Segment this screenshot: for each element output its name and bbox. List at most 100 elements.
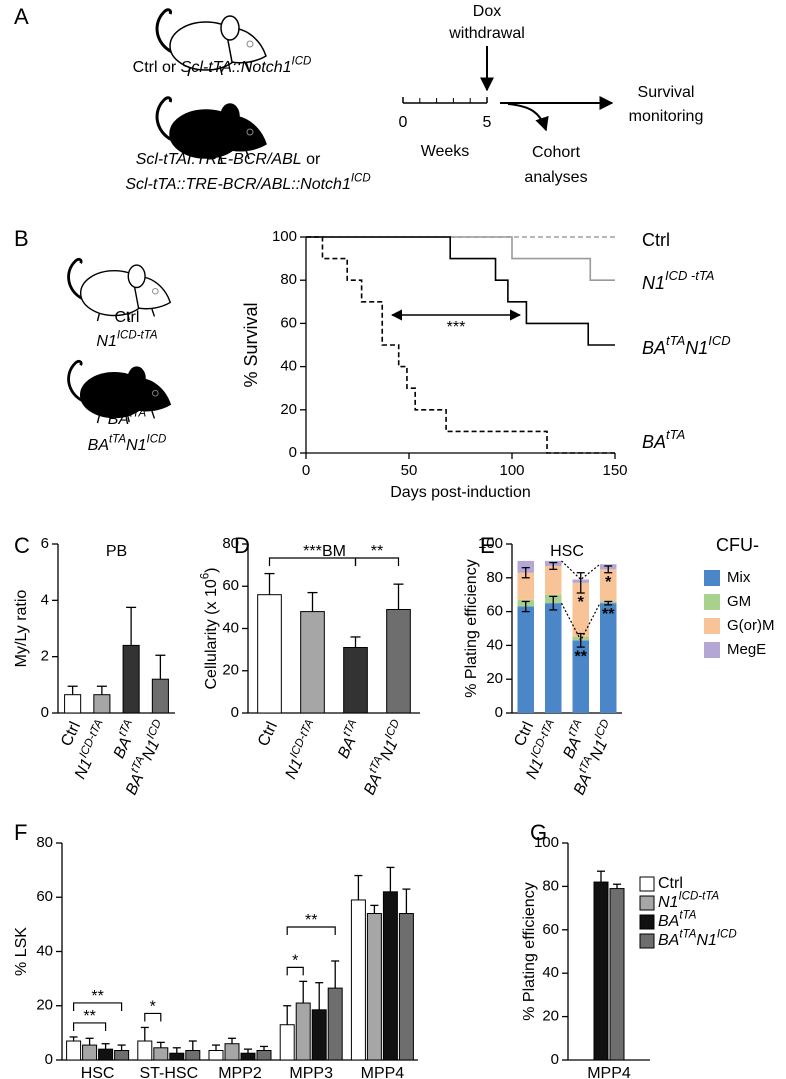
text-part: BA	[111, 735, 135, 762]
bar	[398, 913, 414, 1061]
x-tick-label: MPP2	[218, 1065, 262, 1079]
bar	[366, 913, 382, 1061]
legend-swatch	[704, 570, 720, 586]
x-tick-label: HSC	[81, 1065, 115, 1079]
text-part: BA	[561, 735, 585, 762]
annotation: **	[575, 648, 588, 665]
y-tick-label: 40	[36, 942, 53, 959]
y-tick-label: 4	[41, 591, 49, 608]
text-part: Scl-tTA::TRE-BCR/ABL::Notch1	[125, 176, 351, 193]
x-tick-label: 150	[602, 462, 627, 479]
bar	[240, 1052, 256, 1061]
x-tick-label: 0	[302, 462, 310, 479]
survival-curve	[306, 236, 615, 346]
legend-swatch	[704, 618, 720, 634]
outcome-label: Cohort	[532, 144, 581, 161]
text-part: N1	[696, 932, 716, 949]
panel-letter: B	[14, 226, 29, 251]
text-part: tTA	[666, 333, 685, 348]
text-part: ICD	[147, 434, 167, 446]
legend-label: Ctrl	[658, 875, 683, 892]
y-tick-label: 20	[36, 997, 53, 1014]
legend-label: Ctrl	[642, 230, 670, 250]
survival-curve	[306, 236, 615, 281]
significance-bracket	[73, 1022, 107, 1031]
x-tick-label: 50	[401, 462, 418, 479]
x-tick-label: Ctrl	[255, 719, 281, 749]
legend-swatch	[639, 895, 655, 911]
text-part: BA	[335, 735, 359, 762]
outcome-label: analyses	[524, 169, 587, 186]
y-tick-label: 20	[486, 670, 503, 687]
x-tick-label: BAtTA	[332, 718, 367, 762]
bar	[343, 647, 368, 714]
legend-swatch	[639, 933, 655, 949]
y-tick-label: 80	[486, 569, 503, 586]
bar	[279, 1024, 295, 1061]
dox-label: Dox	[473, 3, 501, 20]
connector	[560, 602, 601, 642]
bar	[300, 611, 325, 714]
bar-segment	[545, 603, 562, 713]
outcome-label: monitoring	[629, 108, 704, 125]
tick-label: 5	[483, 114, 492, 131]
annotation: *	[578, 594, 585, 611]
bar-segment	[600, 569, 617, 602]
y-tick-label: 60	[36, 888, 53, 905]
bar	[122, 644, 140, 714]
text-part: BA	[361, 771, 385, 798]
significance-label: ***	[303, 543, 322, 560]
x-tick-label: BAtTA	[108, 718, 143, 762]
bar	[93, 694, 111, 714]
x-tick-label: BAtTAN1ICD	[358, 718, 410, 798]
text-part: tTA	[679, 929, 696, 941]
bar	[386, 608, 411, 714]
y-tick-label: 40	[222, 619, 239, 636]
bar	[64, 694, 82, 714]
bar	[257, 594, 282, 714]
bar-segment	[572, 582, 589, 637]
y-tick-label: 20	[542, 1008, 559, 1025]
legend-label: Mix	[727, 569, 751, 586]
significance-label: *	[150, 999, 156, 1016]
legend-label: MegE	[727, 641, 766, 658]
annotation: ***	[447, 319, 466, 336]
text-part: ICD	[708, 333, 730, 348]
dox-label: withdrawal	[448, 25, 525, 42]
outcome-label: Survival	[638, 84, 695, 101]
panel-letter: G	[530, 820, 547, 845]
text-part: ICD	[383, 718, 402, 741]
bar-segment	[572, 640, 589, 713]
text-part: BA	[658, 913, 679, 930]
bar	[609, 888, 625, 1061]
y-tick-label: 20	[280, 401, 297, 418]
text-part: tTA	[341, 718, 359, 739]
text-part: N1	[126, 437, 146, 454]
significance-bracket	[354, 557, 400, 566]
significance-label: **	[305, 912, 317, 929]
text-part: tTA	[666, 427, 685, 442]
text-part: )	[203, 568, 220, 573]
bar	[137, 1040, 153, 1061]
axis-label: Weeks	[421, 143, 470, 160]
text-part: Scl-tTA::Notch1	[181, 59, 292, 76]
legend-label: BAtTA	[658, 910, 697, 931]
bar-segment	[545, 565, 562, 595]
text-part: N1	[523, 756, 547, 782]
significance-bracket	[286, 926, 336, 935]
significance-label: *	[292, 953, 298, 970]
y-tick-label: 100	[272, 228, 297, 245]
panel-letter: C	[14, 533, 30, 558]
text-part: tTA	[109, 434, 126, 446]
text-part: tTA	[129, 408, 146, 420]
text-part: ICD-tTA	[288, 718, 316, 760]
panel-letter: A	[14, 4, 29, 29]
legend-label: BAtTA	[642, 427, 685, 451]
x-tick-label: MPP4	[587, 1065, 631, 1079]
bar	[224, 1043, 240, 1061]
text-part: ICD	[145, 718, 164, 741]
chart-title: BM	[322, 543, 346, 560]
mouse-label: Scl-tTA::TRE-BCR/ABL or	[136, 151, 321, 168]
text-part: ICD-tTA	[78, 718, 106, 760]
